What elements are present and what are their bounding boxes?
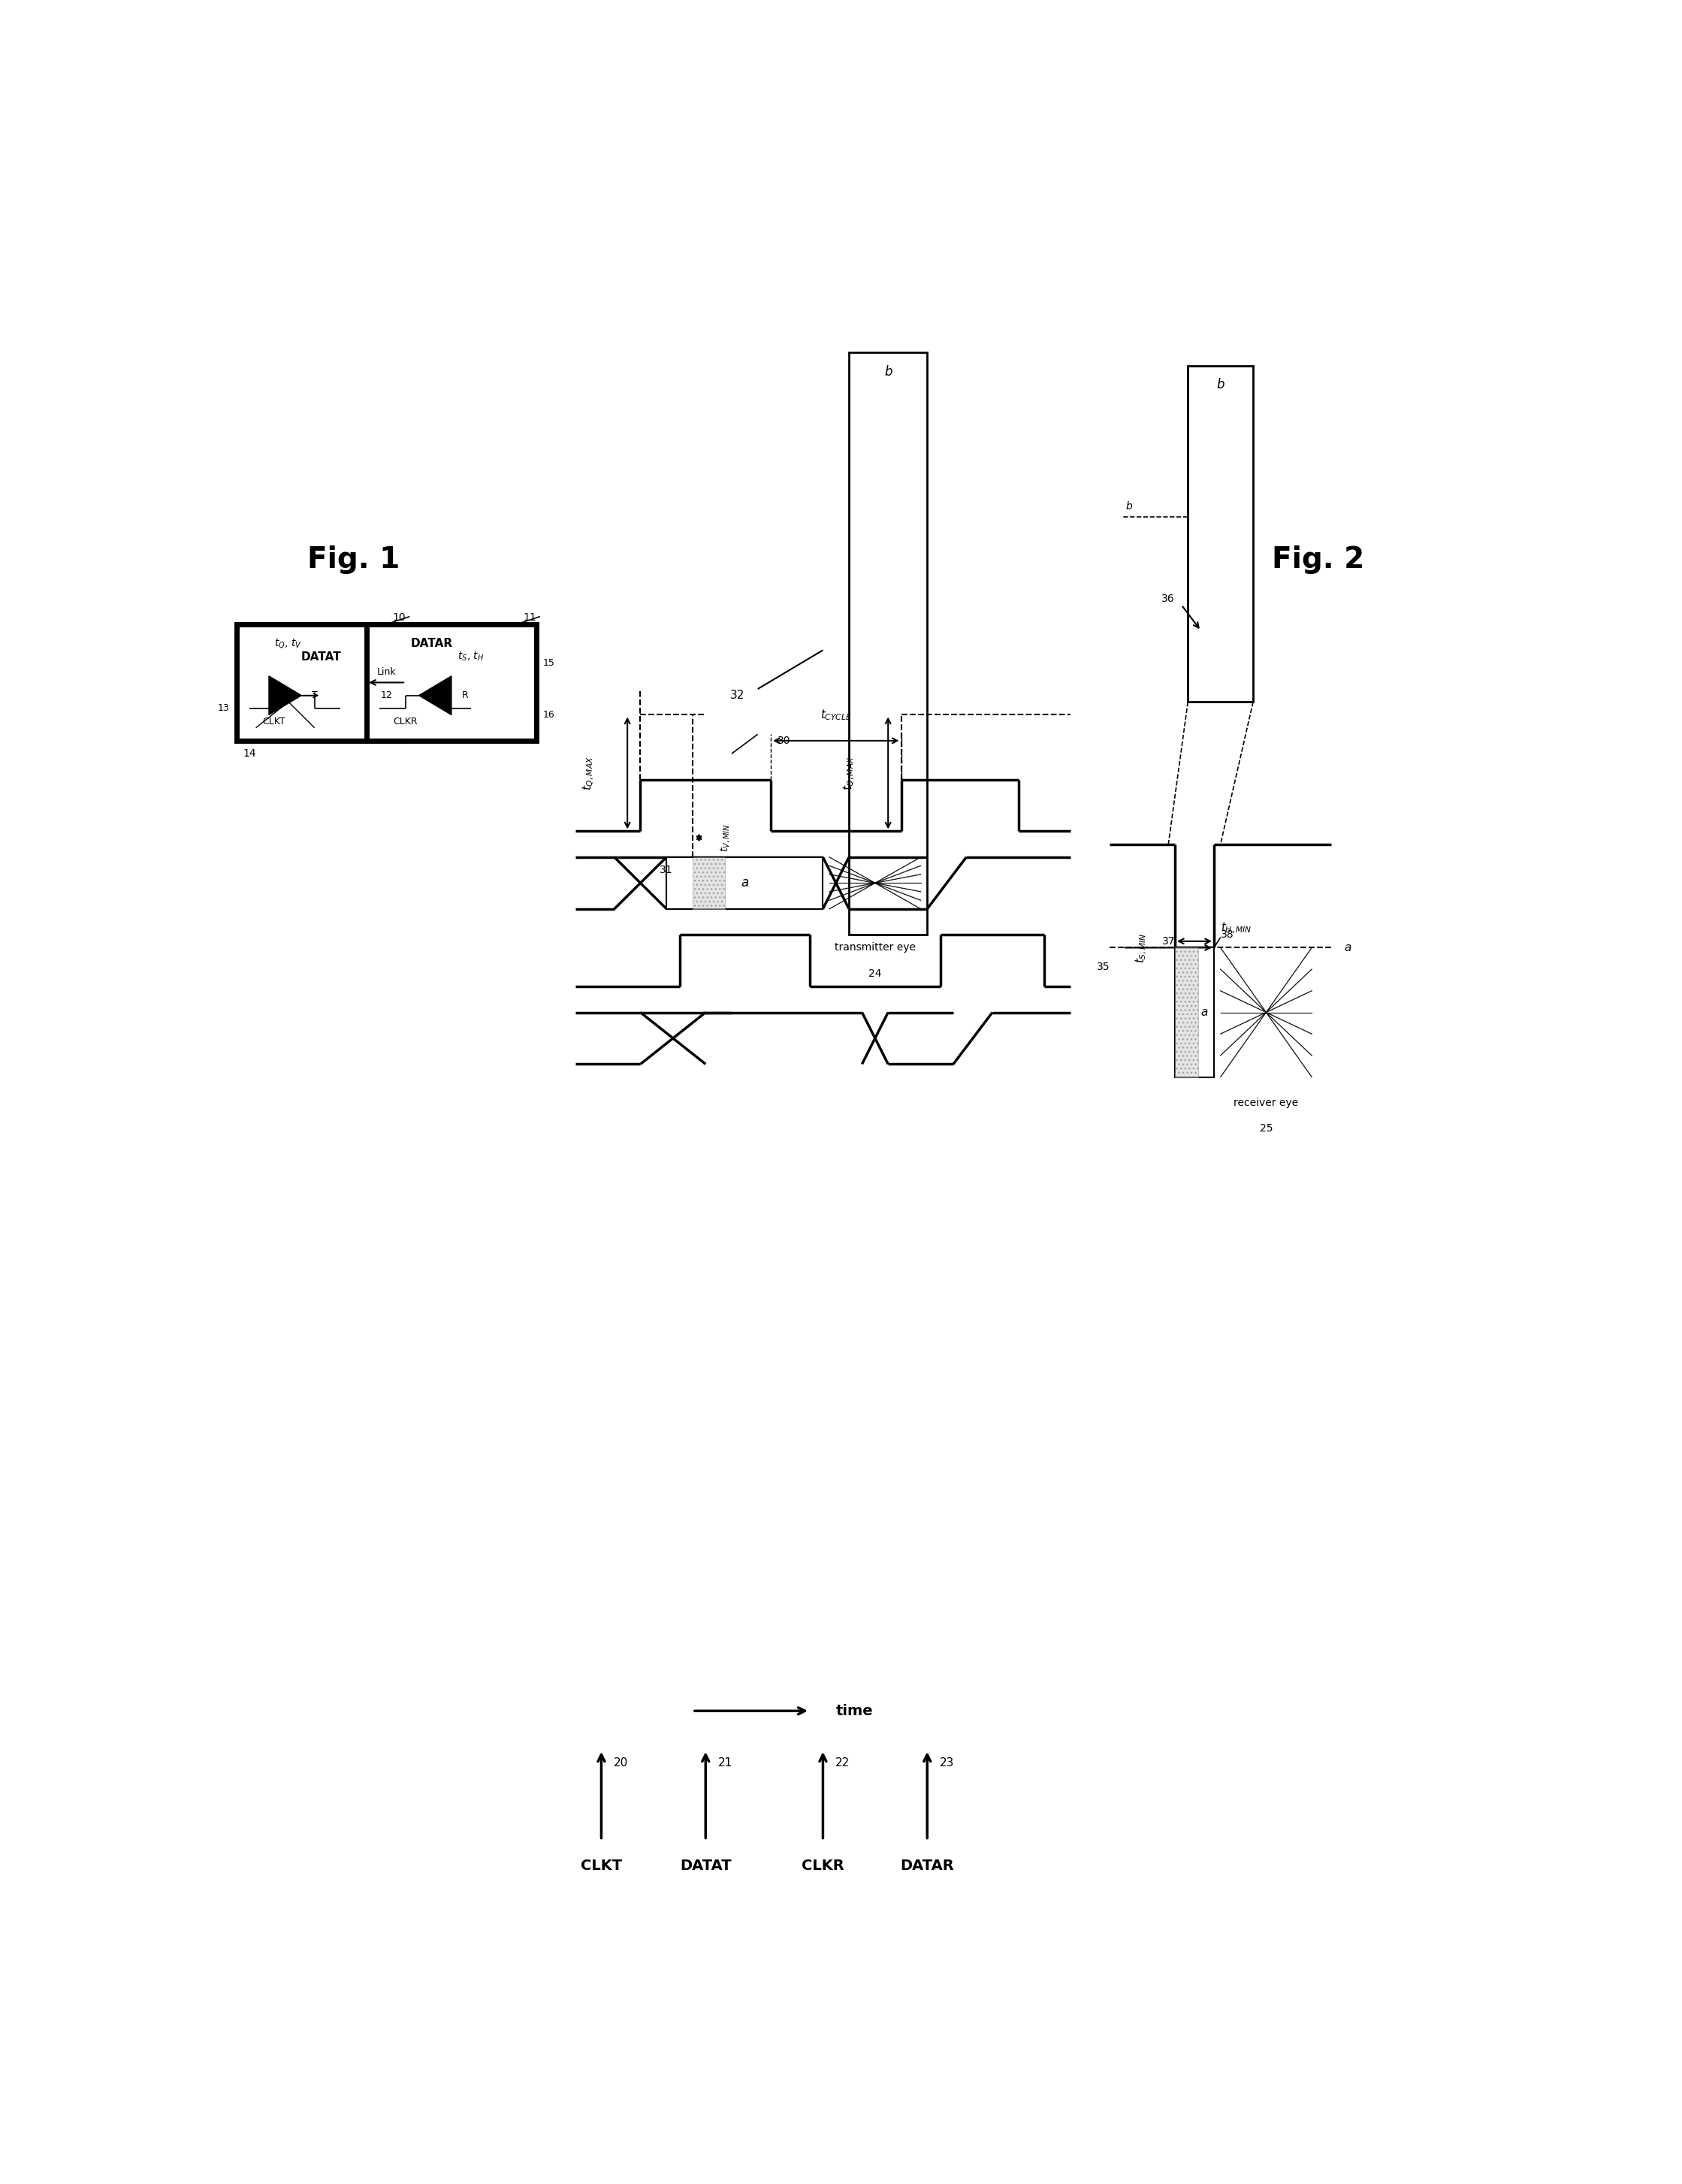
Text: $t_{H,MIN}$: $t_{H,MIN}$ [1221,922,1251,935]
Text: 24: 24 [868,968,881,978]
Text: 36: 36 [1162,594,1174,603]
Text: 31: 31 [659,865,673,876]
Text: $t_{CYCLE}$: $t_{CYCLE}$ [821,708,851,723]
Text: CLKT: CLKT [580,1859,622,1874]
Bar [666,856,822,909]
Text: Fig. 1: Fig. 1 [308,546,400,574]
Text: R: R [463,690,468,701]
Text: 14: 14 [242,749,256,758]
Text: b: b [1125,502,1132,511]
Text: $t_{S,MIN}$: $t_{S,MIN}$ [1134,933,1149,963]
Text: 13: 13 [219,703,230,714]
Text: a: a [740,876,748,889]
Text: $t_{Q,MAX}$: $t_{Q,MAX}$ [841,756,856,791]
Text: 38: 38 [1221,930,1233,939]
Text: 11: 11 [523,612,537,622]
Text: CLKR: CLKR [802,1859,844,1874]
Text: 15: 15 [543,657,555,668]
Text: b: b [885,365,891,378]
Text: 35: 35 [1097,961,1110,972]
Bar [1174,948,1214,1077]
Text: DATAT: DATAT [680,1859,732,1874]
Text: 22: 22 [836,1756,849,1769]
Text: T: T [311,690,318,701]
Text: transmitter eye: transmitter eye [834,943,915,952]
Bar [849,352,927,935]
Text: 10: 10 [394,612,405,622]
Text: 32: 32 [730,690,745,701]
Text: 16: 16 [543,710,555,721]
Text: b: b [1216,378,1224,391]
Bar [235,625,405,740]
Text: DATAT: DATAT [301,651,341,662]
Text: a: a [1344,941,1351,954]
Bar [693,856,725,909]
Text: $t_S$, $t_H$: $t_S$, $t_H$ [458,651,484,662]
Text: $t_Q$, $t_V$: $t_Q$, $t_V$ [274,638,303,651]
Text: 37: 37 [1162,937,1176,946]
Text: 20: 20 [614,1756,627,1769]
Text: Link: Link [377,668,395,677]
Text: 12: 12 [380,690,392,701]
Bar [1187,365,1253,701]
Text: 30: 30 [777,736,791,747]
Text: $t_{V,MIN}$: $t_{V,MIN}$ [718,823,732,852]
Bar [367,625,537,740]
Polygon shape [419,677,451,714]
Text: 25: 25 [1260,1123,1273,1133]
Text: DATAR: DATAR [410,638,452,649]
Text: 21: 21 [718,1756,732,1769]
Text: time: time [836,1704,873,1719]
Text: $t_{Q,MAX}$: $t_{Q,MAX}$ [580,756,595,791]
Text: DATAR: DATAR [900,1859,954,1874]
Text: receiver eye: receiver eye [1235,1099,1299,1107]
Bar [1174,948,1198,1077]
Polygon shape [269,677,301,714]
Text: CLKT: CLKT [262,716,286,727]
Text: CLKR: CLKR [394,716,417,727]
Text: Fig. 2: Fig. 2 [1272,546,1364,574]
Text: 23: 23 [940,1756,954,1769]
Text: a: a [1201,1007,1208,1018]
